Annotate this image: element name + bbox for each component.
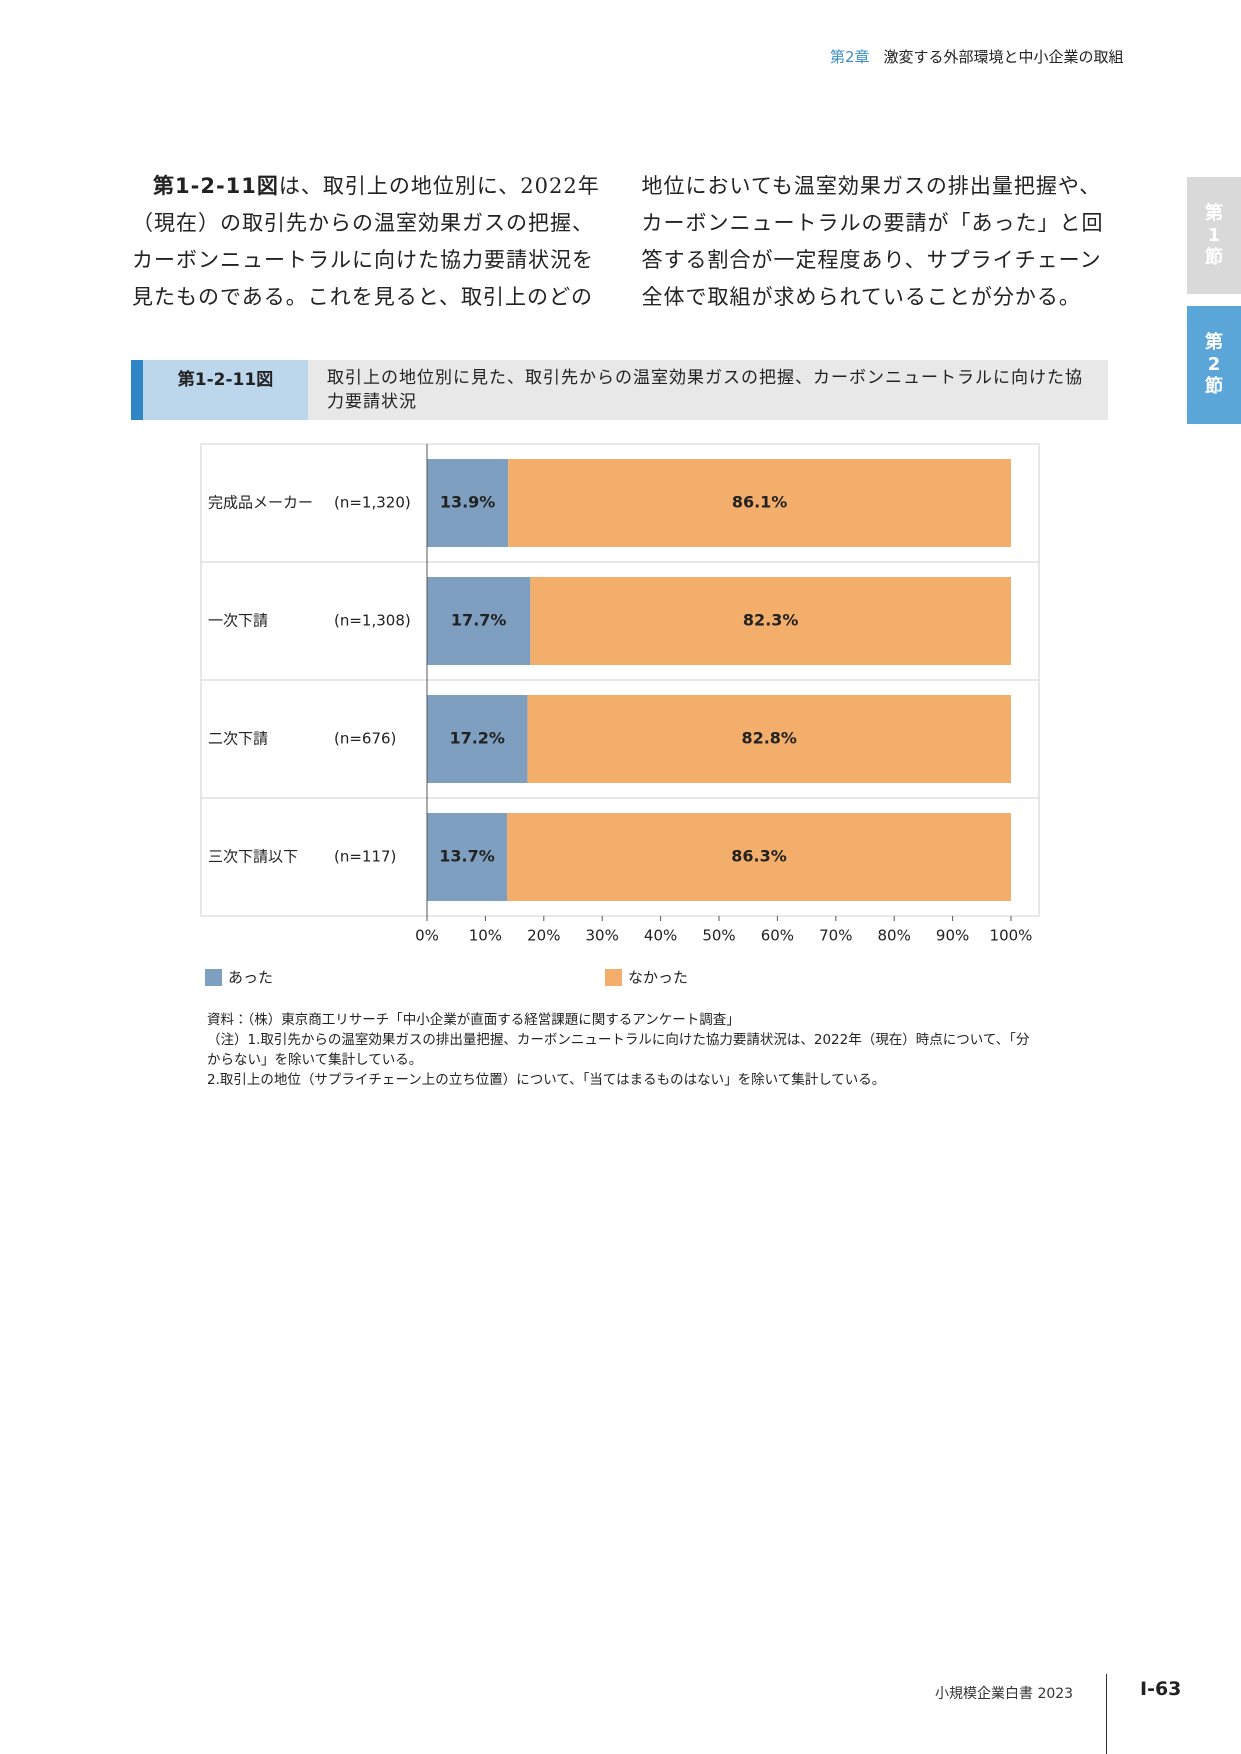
bar-segment [527, 695, 1011, 783]
bar-segment [427, 577, 531, 665]
accent-strip [131, 360, 143, 420]
category-label: 三次下請以下 [208, 848, 298, 866]
section-tab[interactable]: 第2節 [1187, 306, 1241, 424]
value-label: 17.7% [451, 611, 507, 630]
legend-label: なかった [628, 969, 688, 987]
note: （注）1.取引先からの温室効果ガスの排出量把握、カーボンニュートラルに向けた協力… [207, 1032, 1030, 1068]
x-tick-label: 70% [819, 927, 852, 945]
bar-segment [530, 577, 1011, 665]
value-label: 17.2% [449, 729, 505, 748]
x-tick-label: 80% [878, 927, 911, 945]
chapter-title: 激変する外部環境と中小企業の取組 [883, 48, 1124, 66]
category-label: 二次下請 [208, 730, 268, 748]
sample-size: (n=676) [334, 730, 396, 748]
figure-title-bar: 第1-2-11図 取引上の地位別に見た、取引先からの温室効果ガスの把握、カーボン… [131, 360, 1108, 420]
bar-segment [507, 813, 1011, 901]
value-label: 82.8% [741, 729, 797, 748]
figure-number: 第1-2-11図 [143, 360, 308, 420]
notes: 資料：（株）東京商工リサーチ「中小企業が直面する経営課題に関するアンケート調査」… [207, 1010, 1037, 1090]
value-label: 82.3% [743, 611, 799, 630]
category-label: 一次下請 [208, 612, 268, 630]
tab-label: 第2節 [1204, 332, 1223, 397]
legend-swatch [205, 969, 222, 986]
legend-label: あった [228, 969, 273, 987]
x-tick-label: 20% [527, 927, 560, 945]
source: 資料：（株）東京商工リサーチ「中小企業が直面する経営課題に関するアンケート調査」 [207, 1012, 740, 1028]
x-tick-label: 0% [415, 927, 439, 945]
x-tick-label: 100% [990, 927, 1033, 945]
footer: 小規模企業白書 2023 [935, 1683, 1073, 1703]
divider [1106, 1674, 1107, 1754]
legend-swatch [605, 969, 622, 986]
x-tick-label: 30% [586, 927, 619, 945]
sample-size: (n=1,308) [334, 612, 411, 630]
sample-size: (n=117) [334, 848, 396, 866]
category-label: 完成品メーカー [208, 494, 313, 512]
book-title: 小規模企業白書 [935, 1686, 1033, 1702]
x-tick-label: 90% [936, 927, 969, 945]
bar-segment [427, 459, 509, 547]
figure-title: 取引上の地位別に見た、取引先からの温室効果ガスの把握、カーボンニュートラルに向け… [327, 368, 1083, 412]
x-tick-label: 60% [761, 927, 794, 945]
bar-segment [427, 695, 528, 783]
value-label: 13.7% [439, 847, 495, 866]
value-label: 86.3% [731, 847, 787, 866]
section-tab[interactable]: 第1節 [1187, 177, 1241, 294]
x-tick-label: 40% [644, 927, 677, 945]
chart: 0% 10% 20% 30% 40% 50% 60% 70% 80% 90% 100% 完成品メーカー… [200, 443, 1040, 987]
year: 2023 [1037, 1686, 1074, 1702]
x-tick-label: 50% [702, 927, 735, 945]
x-tick-label: 10% [469, 927, 502, 945]
tab-label: 第1節 [1204, 202, 1223, 268]
figure-ref: 第1-2-11図 [153, 174, 279, 198]
chapter: 第2章 [830, 48, 870, 66]
value-label: 86.1% [732, 493, 788, 512]
page-number: I-63 [1140, 1678, 1182, 1700]
body-text: 第1-2-11図は、取引上の地位別に、2022年（現在）の取引先からの温室効果ガ… [132, 168, 1111, 316]
running-header: 第2章 激変する外部環境と中小企業の取組 [830, 46, 1124, 67]
note: 2.取引上の地位（サプライチェーン上の立ち位置）について、「当てはまるものはない… [207, 1072, 886, 1088]
sample-size: (n=1,320) [334, 494, 411, 512]
bar-segment [508, 459, 1011, 547]
bar-segment [427, 813, 508, 901]
value-label: 13.9% [440, 493, 496, 512]
paragraph: は、取引上の地位別に、2022年（現在）の取引先からの温室効果ガスの把握、カーボ… [132, 174, 1104, 309]
